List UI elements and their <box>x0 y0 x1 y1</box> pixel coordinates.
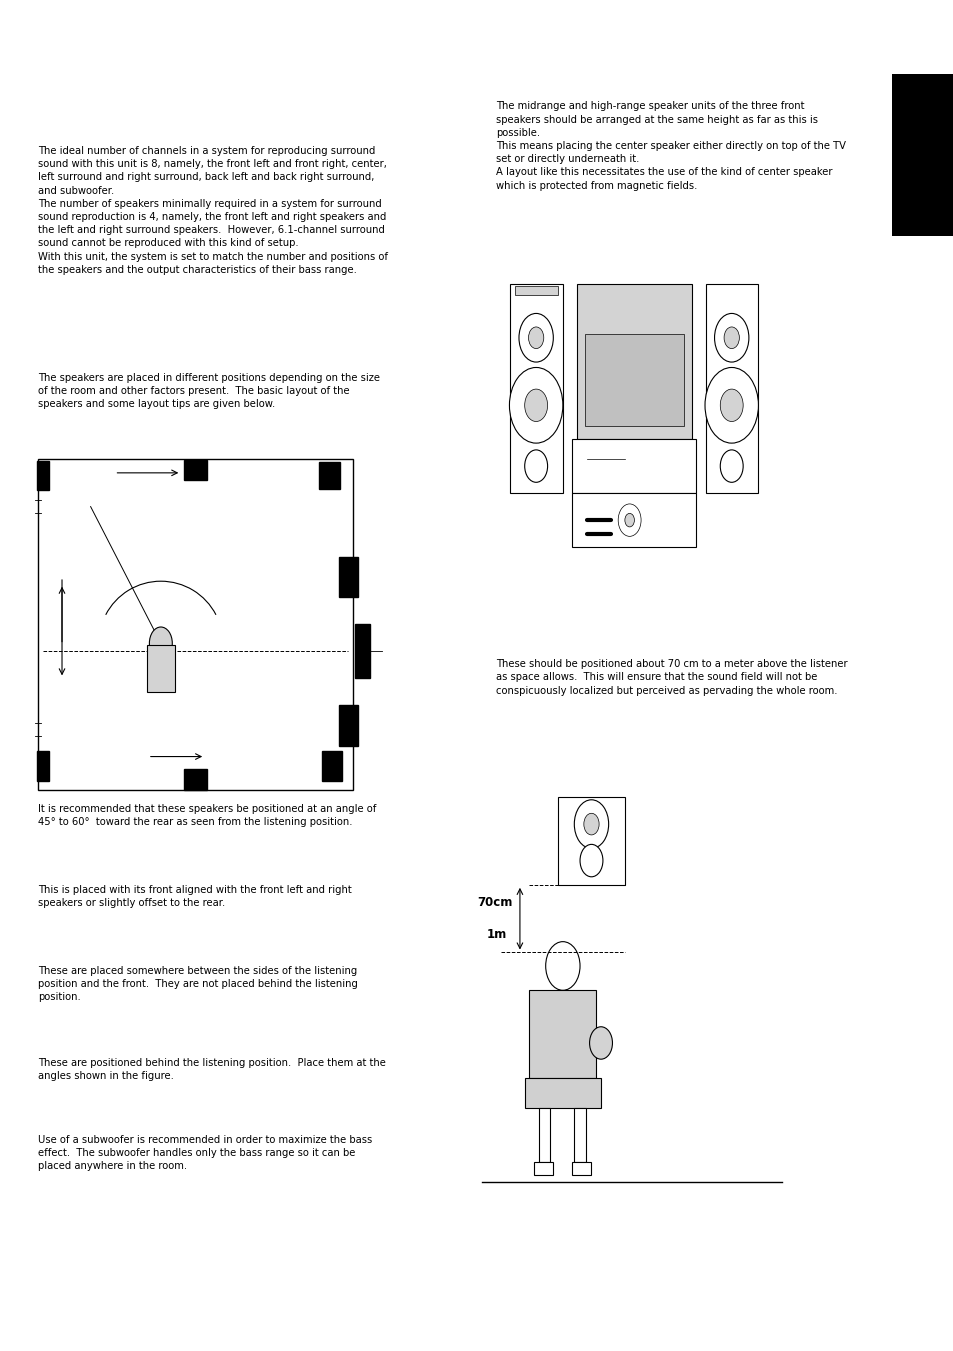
Text: 1m: 1m <box>486 928 506 942</box>
Bar <box>338 705 357 746</box>
Text: These are positioned behind the listening position.  Place them at the
angles sh: These are positioned behind the listenin… <box>38 1058 386 1081</box>
Bar <box>558 797 624 885</box>
Bar <box>891 74 953 236</box>
Text: This is placed with its front aligned with the front left and right
speakers or : This is placed with its front aligned wi… <box>38 885 352 908</box>
Bar <box>534 1162 553 1175</box>
Circle shape <box>524 389 547 422</box>
Bar <box>584 334 683 426</box>
Bar <box>37 461 49 490</box>
Bar <box>322 751 341 781</box>
Circle shape <box>528 327 543 349</box>
Text: The ideal number of channels in a system for reproducing surround
sound with thi: The ideal number of channels in a system… <box>38 146 388 274</box>
Circle shape <box>509 367 562 443</box>
Text: The speakers are placed in different positions depending on the size
of the room: The speakers are placed in different pos… <box>38 373 379 409</box>
Bar <box>515 286 558 295</box>
Circle shape <box>583 813 598 835</box>
Circle shape <box>524 450 547 482</box>
Text: These should be positioned about 70 cm to a meter above the listener
as space al: These should be positioned about 70 cm t… <box>496 659 847 696</box>
Bar <box>574 1108 585 1162</box>
Bar <box>577 284 691 439</box>
Circle shape <box>723 327 739 349</box>
Bar <box>572 439 696 493</box>
Circle shape <box>589 1027 612 1059</box>
Circle shape <box>579 844 602 877</box>
Bar <box>37 751 49 781</box>
Circle shape <box>714 313 748 362</box>
Circle shape <box>518 313 553 362</box>
Bar <box>183 770 208 789</box>
Bar <box>38 459 353 790</box>
Text: These are placed somewhere between the sides of the listening
position and the f: These are placed somewhere between the s… <box>38 966 357 1002</box>
Bar <box>538 1108 550 1162</box>
Bar <box>572 1162 591 1175</box>
Text: Use of a subwoofer is recommended in order to maximize the bass
effect.  The sub: Use of a subwoofer is recommended in ord… <box>38 1135 372 1171</box>
Bar <box>147 644 175 692</box>
Bar <box>510 284 562 493</box>
Bar <box>529 990 596 1078</box>
Circle shape <box>618 504 640 536</box>
Circle shape <box>574 800 608 848</box>
Circle shape <box>545 942 579 990</box>
Bar <box>338 557 357 597</box>
Bar <box>572 493 696 547</box>
Text: 70cm: 70cm <box>476 896 512 909</box>
Text: It is recommended that these speakers be positioned at an angle of
45° to 60°  t: It is recommended that these speakers be… <box>38 804 376 827</box>
Circle shape <box>704 367 758 443</box>
Circle shape <box>624 513 634 527</box>
Bar <box>355 624 369 678</box>
Bar <box>183 461 208 481</box>
Circle shape <box>720 450 742 482</box>
Text: The midrange and high-range speaker units of the three front
speakers should be : The midrange and high-range speaker unit… <box>496 101 845 190</box>
Bar <box>705 284 758 493</box>
Circle shape <box>720 389 742 422</box>
Bar <box>318 462 339 489</box>
Circle shape <box>150 627 172 659</box>
Bar <box>524 1078 600 1108</box>
